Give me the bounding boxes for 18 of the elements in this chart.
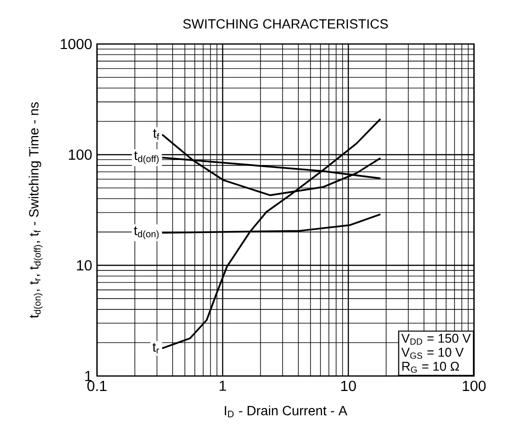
annotation: R$_{G}$ = 10 Ω <box>402 362 460 373</box>
x-tick-label: 1 <box>220 380 226 391</box>
annotation: V$_{DD}$ = 150 V <box>401 334 471 345</box>
annotation: V$_{GS}$ = 10 V <box>401 348 464 359</box>
series-label: t$_{d(off)}$ <box>134 151 159 164</box>
x-tick-label: 100 <box>462 380 486 392</box>
y-tick-label: 10 <box>77 260 92 271</box>
y-tick-label: 1000 <box>60 38 92 50</box>
series-label: t$_{f}$ <box>153 129 160 140</box>
x-axis-title: I$_{D}$ - Drain Current - A <box>224 406 348 418</box>
series-label: t$_{d(on)}$ <box>134 226 159 240</box>
y-tick-label: 100 <box>68 149 92 160</box>
x-tick-label: 10 <box>341 380 356 392</box>
series-label: t$_{r}$ <box>152 342 160 354</box>
chart-title: SWITCHING CHARACTERISTICS <box>183 19 388 29</box>
x-tick-label: 0.1 <box>87 380 106 392</box>
y-tick-label: 1 <box>85 370 92 382</box>
text: t$_{d(on)}$, t$_{r}$, t$_{d(off)}$, t$_{f}$ - Switching Time - ns <box>28 102 42 318</box>
